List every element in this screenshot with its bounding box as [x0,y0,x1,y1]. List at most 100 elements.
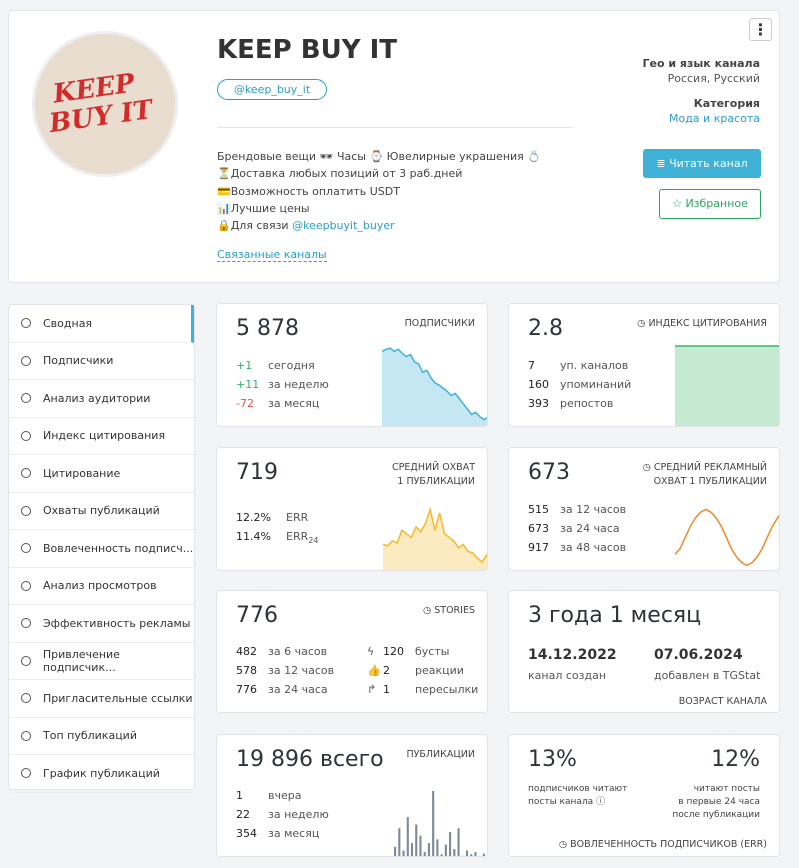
icon [21,393,31,404]
icon: ϟ [367,645,375,658]
stat-value: +11 [236,378,260,391]
sidebar-item[interactable]: Пригласительные ссылки [9,680,194,718]
read-button[interactable]: ≣ Читать канал [643,149,761,178]
stats: ϟ 120 бусты 👍 2 реакции ↱ 1 пересылки [367,642,478,699]
sidebar-item[interactable]: Подписчики [9,343,194,380]
label-text: СРЕДНИЙ РЕКЛАМНЫЙ [653,462,767,473]
stat-text: вчера [268,789,302,802]
icon: ≣ [656,157,670,170]
stat-row: 515 за 12 часов [528,500,626,519]
sidebar-item[interactable]: Вовлеченность подписч... [9,530,194,568]
sidebar-label: Подписчики [43,354,114,368]
card-label: ПУБЛИКАЦИИ [406,749,475,760]
stat-row: 673 за 24 часа [528,519,626,538]
left-label: подписчиков читают посты канала ⓘ [528,783,627,809]
card-value: 776 [236,603,278,628]
stat-value: 515 [528,503,549,516]
card-label: СРЕДНИЙ ОХВАТ 1 ПУБЛИКАЦИИ [392,461,475,489]
bar [394,846,397,856]
posts-card: 19 896 всего ПУБЛИКАЦИИ 1 вчера 22 за недел… [216,734,488,857]
sparkline-line [382,347,487,421]
bar [465,850,469,856]
stat-row: 1 вчера [236,786,329,805]
channel-handle[interactable]: @keep_buy_it [217,79,327,100]
description: Брендовые вещи 🕶 Часы ⌚ Ювелирные украше… [217,148,541,234]
sidebar-item[interactable]: Привлечение подписчик... [9,643,194,680]
stat-row: 7 уп. каналов [528,356,631,375]
bar [406,817,409,856]
sidebar-item[interactable]: График публикаций [9,755,194,793]
left-value: 13% [528,747,577,772]
sidebar-item[interactable]: Охваты публикаций [9,493,194,530]
created-label: канал создан [528,669,607,682]
bar [482,853,485,856]
subscribers-card: 5 878 ПОДПИСЧИКИ +1 сегодня +11 за неделю -7… [216,303,488,427]
label-line: читают посты [693,784,760,794]
card-value: 5 878 [236,316,299,341]
sidebar-item[interactable]: Анализ аудитории [9,380,194,418]
sidebar-item[interactable]: Индекс цитирования [9,418,194,455]
stat-row: 11.4% ERR24 [236,527,318,550]
stat-value: 1 [236,789,243,802]
desc-line: 💳Возможность оплатить USDT [217,184,400,198]
favorite-button[interactable]: ☆ Избранное [659,189,761,219]
stat-value: 12.2% [236,511,271,524]
category-label: Категория [693,97,760,110]
icon [21,505,31,516]
stat-text: бусты [415,645,450,658]
card-label: ◷ STORIES [422,605,475,616]
icon [21,580,31,591]
stat-row: 482 за 6 часов [236,642,334,661]
stat-row: 👍 2 реакции [367,661,478,680]
stat-value: 11.4% [236,530,271,543]
menu-button[interactable]: ⋮ [749,18,772,41]
label-text: ИНДЕКС ЦИТИРОВАНИЯ [648,318,767,329]
sidebar-item[interactable]: Цитирование [9,455,194,493]
stat-value: 917 [528,541,549,554]
stat-text: за 12 часов [268,664,335,677]
label-text: ВОВЛЕЧЕННОСТЬ ПОДПИСЧИКОВ (ERR) [570,839,767,850]
stats: 12.2% ERR 11.4% ERR24 [236,508,318,550]
stat-value: 578 [236,664,257,677]
related-link[interactable]: Связанные каналы [217,248,327,262]
button-text: Избранное [685,197,748,210]
stat-text: за неделю [268,808,329,821]
label-line: СРЕДНИЙ ОХВАТ [392,462,475,473]
sparkline-area [383,509,487,570]
sidebar-item[interactable]: Топ публикаций [9,718,194,755]
stats: 515 за 12 часов 673 за 24 часа 917 за 48 часо… [528,500,626,557]
sidebar-label: Цитирование [43,466,121,480]
sidebar-item[interactable]: Анализ просмотров [9,568,194,605]
card-value: 673 [528,460,570,485]
desc-line: Брендовые вещи 🕶 Часы ⌚ Ювелирные украше… [217,150,541,163]
stat-sub: 24 [308,536,319,546]
bar [419,835,422,856]
bar [432,791,435,856]
card-label: ПОДПИСЧИКИ [404,318,475,329]
ad-reach-card: 673 ◷ СРЕДНИЙ РЕКЛАМНЫЙ ОХВАТ 1 ПУБЛИКАЦИ… [508,447,780,571]
card-label: ◷ ИНДЕКС ЦИТИРОВАНИЯ [637,318,767,329]
sidebar-item[interactable]: Эффективность рекламы [9,605,194,643]
stat-row: 354 за месяц [236,824,329,843]
added-label: добавлен в TGStat [654,669,761,682]
card-label: ◷ СРЕДНИЙ РЕКЛАМНЫЙ ОХВАТ 1 ПУБЛИКАЦИИ [643,461,767,489]
added-date: 07.06.2024 [654,647,743,663]
category-value[interactable]: Мода и красота [668,112,760,125]
sidebar-label: График публикаций [43,766,160,780]
age-card: 3 года 1 месяц 14.12.2022 канал создан 0… [508,590,780,713]
sparkline-line [675,508,779,567]
stat-text: упоминаний [560,378,632,391]
stat-row: ϟ 120 бусты [367,642,478,661]
stat-row: -72 за месяц [236,394,329,413]
icon [21,318,31,329]
bar [398,828,401,856]
bar [415,824,418,856]
sidebar-item[interactable]: Сводная [9,305,194,343]
sparkline [675,345,779,426]
bar [436,839,439,856]
stat-value: 2 [383,664,390,677]
contact-link[interactable]: @keepbuyit_buyer [292,219,395,233]
bar [474,852,477,856]
stat-row: 22 за неделю [236,805,329,824]
icon [21,430,31,441]
